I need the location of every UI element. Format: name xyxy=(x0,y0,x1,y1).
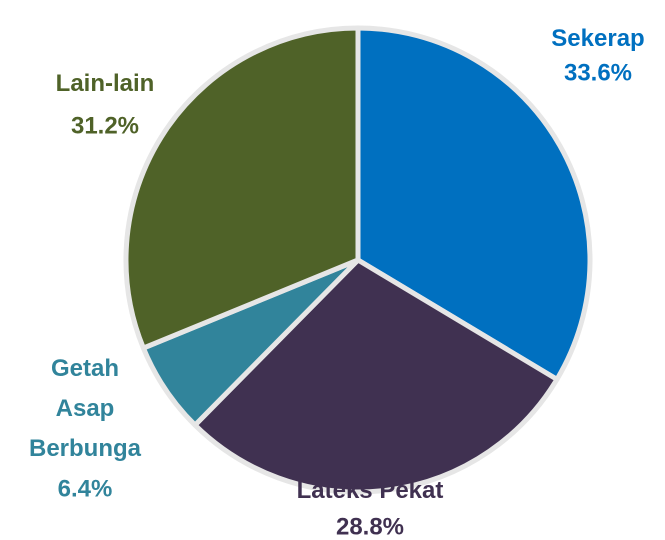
slice-value-label: 6.4% xyxy=(58,475,113,502)
slice-value-label: 28.8% xyxy=(336,513,404,540)
pie-slice xyxy=(355,25,593,382)
slice-value-label: 33.6% xyxy=(564,59,632,86)
slice-label: Getah Asap Berbunga xyxy=(29,355,142,462)
slice-label: Lateks Pekat xyxy=(297,477,444,504)
slice-label: Lain-lain xyxy=(56,70,155,97)
slice-value-label: 31.2% xyxy=(71,112,139,139)
slice-label: Sekerap xyxy=(551,25,644,52)
pie-slice xyxy=(123,25,361,351)
pie-slice xyxy=(192,257,560,495)
